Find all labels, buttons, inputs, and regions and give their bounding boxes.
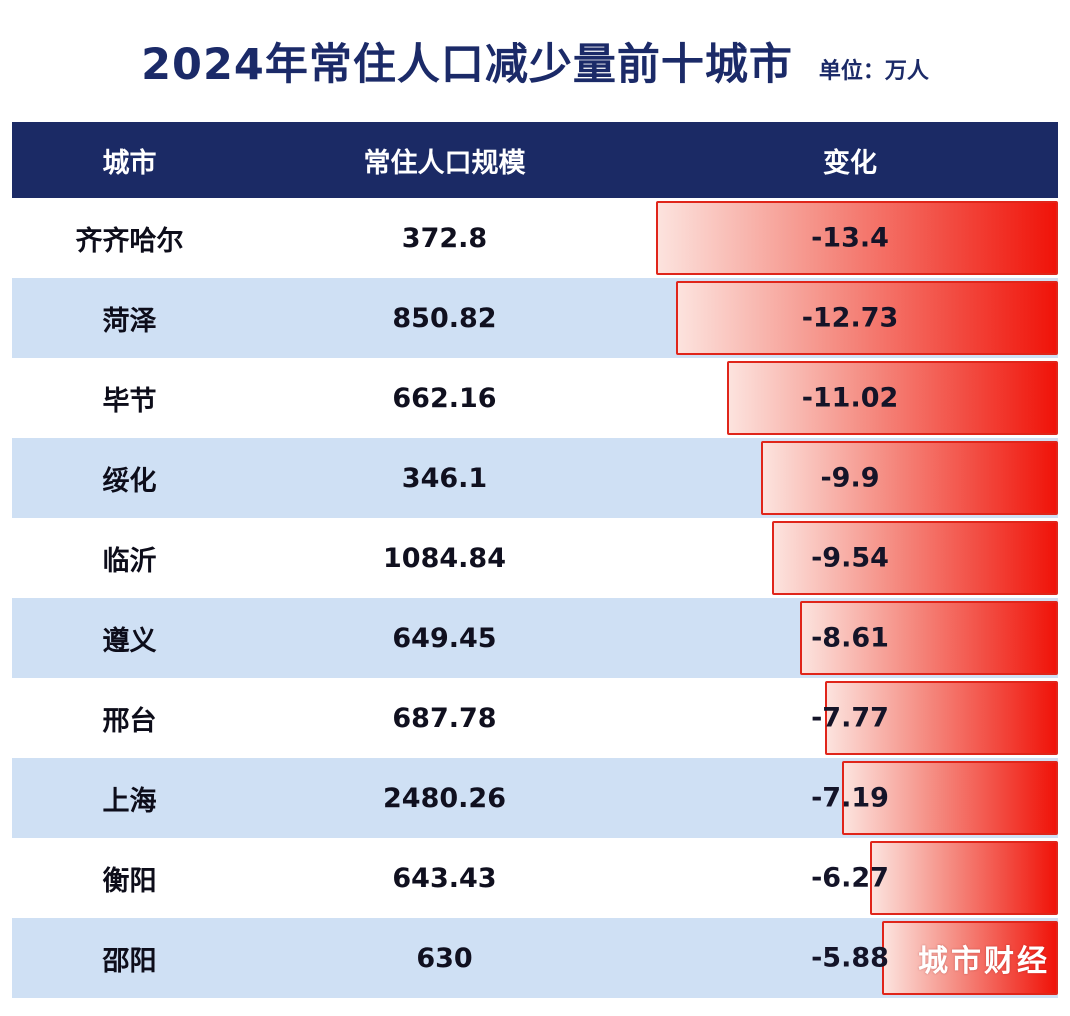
table-row: 邢台 687.78 -7.77: [12, 678, 1058, 758]
table-header-row: 城市 常住人口规模 变化: [12, 122, 1058, 198]
city-cell: 临沂: [102, 545, 157, 577]
watermark: 城市财经: [918, 944, 1050, 979]
change-bar: [882, 921, 1058, 995]
table-row: 临沂 1084.84 -9.54: [12, 518, 1058, 598]
change-bar: [842, 761, 1058, 835]
change-bar: [676, 281, 1058, 355]
change-value: -12.73: [801, 302, 899, 334]
change-bar: [825, 681, 1058, 755]
change-bar: [800, 601, 1058, 675]
population-cell: 1084.84: [383, 542, 506, 574]
change-cell: -7.19: [642, 758, 1058, 838]
change-cell: -11.02: [642, 358, 1058, 438]
header-population: 常住人口规模: [363, 147, 526, 179]
population-cell: 346.1: [401, 462, 488, 494]
city-cell: 上海: [102, 785, 157, 817]
city-cell: 齐齐哈尔: [75, 225, 184, 257]
infographic: 2024年常住人口减少量前十城市 单位：万人 城市 常住人口规模 变化 齐齐哈尔…: [12, 0, 1058, 998]
table-row: 绥化 346.1 -9.9: [12, 438, 1058, 518]
change-cell: -12.73: [642, 278, 1058, 358]
city-cell: 毕节: [102, 385, 157, 417]
change-bar: [772, 521, 1058, 595]
change-cell: -9.54: [642, 518, 1058, 598]
unit-label: 单位：万人: [818, 59, 929, 84]
population-cell: 2480.26: [383, 782, 506, 814]
city-cell: 绥化: [102, 465, 157, 497]
population-cell: 662.16: [392, 382, 497, 414]
city-cell: 遵义: [102, 625, 157, 657]
table-row: 衡阳 643.43 -6.27: [12, 838, 1058, 918]
city-cell: 邢台: [102, 705, 157, 737]
table-row: 齐齐哈尔 372.8 -13.4: [12, 198, 1058, 278]
table-row: 菏泽 850.82 -12.73: [12, 278, 1058, 358]
change-cell: -7.77: [642, 678, 1058, 758]
header-city: 城市: [102, 147, 157, 179]
table-row: 毕节 662.16 -11.02: [12, 358, 1058, 438]
change-cell: -13.4: [642, 198, 1058, 278]
chart-title: 2024年常住人口减少量前十城市: [141, 40, 793, 90]
change-bar: [656, 201, 1058, 275]
header-change: 变化: [823, 147, 877, 179]
change-bar: [727, 361, 1058, 435]
change-value: -7.19: [811, 782, 889, 814]
change-value: -13.4: [811, 222, 889, 254]
population-cell: 850.82: [392, 302, 497, 334]
change-value: -9.54: [811, 542, 889, 574]
population-cell: 649.45: [392, 622, 497, 654]
change-cell: -9.9: [642, 438, 1058, 518]
table-row: 遵义 649.45 -8.61: [12, 598, 1058, 678]
title-bar: 2024年常住人口减少量前十城市 单位：万人: [12, 0, 1058, 122]
change-value: -5.88: [811, 942, 889, 974]
change-value: -11.02: [801, 382, 899, 414]
change-cell: -6.27: [642, 838, 1058, 918]
change-value: -8.61: [811, 622, 889, 654]
table-row: 上海 2480.26 -7.19: [12, 758, 1058, 838]
population-cell: 687.78: [392, 702, 497, 734]
change-value: -6.27: [811, 862, 889, 894]
change-bar: [870, 841, 1058, 915]
population-cell: 630: [416, 942, 473, 974]
change-cell: -8.61: [642, 598, 1058, 678]
population-table: 城市 常住人口规模 变化 齐齐哈尔 372.8 -13.4 菏泽 850.82 …: [12, 122, 1058, 998]
change-cell: -5.88: [642, 918, 1058, 998]
city-cell: 衡阳: [102, 865, 157, 897]
change-bar: [761, 441, 1058, 515]
population-cell: 372.8: [401, 222, 488, 254]
table-row: 邵阳 630 -5.88: [12, 918, 1058, 998]
population-cell: 643.43: [392, 862, 497, 894]
city-cell: 菏泽: [102, 305, 157, 337]
change-value: -7.77: [811, 702, 889, 734]
table-body: 齐齐哈尔 372.8 -13.4 菏泽 850.82 -12.73 毕节 662…: [12, 198, 1058, 998]
change-value: -9.9: [820, 462, 880, 494]
city-cell: 邵阳: [102, 945, 157, 977]
